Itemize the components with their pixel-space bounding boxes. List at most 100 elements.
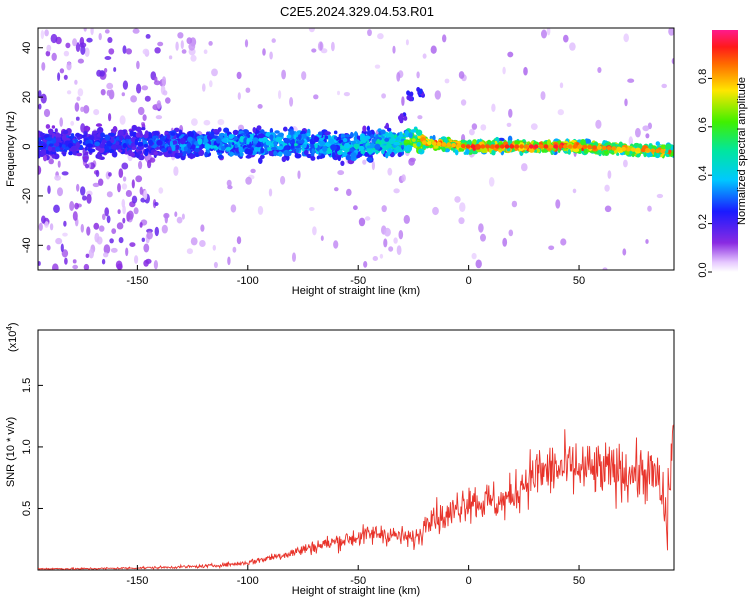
spectrogram-cell xyxy=(490,144,495,149)
spectrogram-cell xyxy=(504,144,510,149)
figure-title: C2E5.2024.329.04.53.R01 xyxy=(280,4,434,19)
spectrogram-cell xyxy=(475,259,482,269)
spectrogram-y-tick-label: -40 xyxy=(21,237,33,253)
spectrogram-cell xyxy=(83,28,87,32)
spectrogram-cell xyxy=(42,144,47,149)
spectrogram-cell xyxy=(139,222,143,228)
spectrogram-cell xyxy=(313,94,319,100)
spectrogram-cell xyxy=(295,148,300,153)
spectrogram-cell xyxy=(38,103,42,110)
spectrogram-cell xyxy=(74,102,80,112)
snr-y-tick-label: 1.5 xyxy=(21,378,33,393)
spectrogram-cell xyxy=(75,132,81,138)
spectrogram-cell xyxy=(618,141,623,148)
spectrogram-cell xyxy=(43,134,50,139)
spectrogram-cell xyxy=(88,135,95,140)
spectrogram-cell xyxy=(157,41,164,47)
spectrogram-cell xyxy=(381,93,386,99)
spectrogram-cell xyxy=(203,119,211,126)
spectrogram-cell xyxy=(611,146,617,151)
spectrogram-cell xyxy=(212,129,220,133)
spectrogram-cell xyxy=(412,138,416,143)
spectrogram-cell xyxy=(103,244,111,255)
spectrogram-cell xyxy=(337,149,343,156)
spectrogram-cell xyxy=(331,152,336,159)
spectrogram-cell xyxy=(401,96,405,106)
spectrogram-cell xyxy=(55,132,61,139)
spectrogram-cell xyxy=(247,144,252,148)
spectrogram-cell xyxy=(252,127,257,133)
spectrogram-cell xyxy=(655,148,661,154)
spectrogram-cell xyxy=(330,144,337,151)
spectrogram-cell xyxy=(75,42,81,52)
spectrogram-cell xyxy=(366,130,373,136)
spectrogram-cell xyxy=(106,191,113,198)
spectrogram-cell xyxy=(273,150,278,157)
spectrogram-cell xyxy=(229,152,235,156)
spectrogram-cell xyxy=(148,139,153,146)
spectrogram-cell xyxy=(130,95,138,103)
spectrogram-cell xyxy=(204,151,209,158)
spectrogram-cell xyxy=(354,131,358,138)
spectrogram-cell xyxy=(189,153,196,159)
spectrogram-cell xyxy=(98,225,105,232)
snr-y-ticks: 0.5 1.0 1.5 xyxy=(21,378,43,516)
spectrogram-cell xyxy=(166,133,171,140)
spectrogram-cell xyxy=(310,144,315,149)
spectrogram-cell xyxy=(131,146,137,150)
spectrogram-cell xyxy=(485,144,490,149)
spectrogram-cell xyxy=(317,131,323,136)
spectrogram-cell xyxy=(283,145,290,152)
spectrogram-cell xyxy=(546,28,551,36)
spectrogram-cell xyxy=(47,185,51,194)
spectrogram-cell xyxy=(418,149,423,153)
spectrogram-cell xyxy=(393,237,398,244)
spectrogram-cell xyxy=(152,135,159,139)
spectrogram-cell xyxy=(393,188,400,194)
spectrogram-x-ticks: -150 -100 -50 0 50 xyxy=(126,265,585,287)
spectrogram-cell xyxy=(314,143,318,149)
spectrogram-cell xyxy=(318,137,324,142)
spectrogram-cell xyxy=(363,261,368,268)
spectrogram-cell xyxy=(125,190,132,197)
spectrogram-y-tick-label: 40 xyxy=(21,42,33,54)
spectrogram-cell xyxy=(645,148,651,153)
spectrogram-cell xyxy=(405,39,409,46)
spectrogram-cell xyxy=(383,238,388,248)
spectrogram-frame xyxy=(37,27,675,271)
spectrogram-cell xyxy=(62,152,66,157)
spectrogram-cell xyxy=(152,144,158,149)
spectrogram-cell xyxy=(48,143,54,147)
spectrogram-cell xyxy=(587,144,592,150)
spectrogram-cell xyxy=(139,186,143,195)
spectrogram-cell xyxy=(284,151,291,157)
spectrogram-cell xyxy=(480,144,486,149)
spectrogram-cell xyxy=(278,132,284,138)
spectrogram-cell xyxy=(507,140,513,144)
spectrogram-cell xyxy=(340,160,345,166)
spectrogram-cell xyxy=(319,41,323,51)
spectrogram-cell xyxy=(316,155,320,160)
spectrogram-cell xyxy=(61,144,66,149)
spectrogram-cell xyxy=(580,139,586,146)
spectrogram-cell xyxy=(408,132,413,139)
snr-y-tick-label: 1.0 xyxy=(21,439,33,454)
spectrogram-cell xyxy=(417,115,423,120)
spectrogram-cell xyxy=(322,146,328,152)
spectrogram-cell xyxy=(390,133,395,140)
spectrogram-cell xyxy=(364,151,370,157)
spectrogram-cell xyxy=(502,237,508,247)
spectrogram-cell xyxy=(106,215,111,224)
colorbar-gradient xyxy=(712,30,738,272)
spectrogram-cell xyxy=(393,141,401,146)
spectrogram-cell xyxy=(179,137,186,145)
spectrogram-cell xyxy=(491,149,496,156)
spectrogram-cell xyxy=(286,134,292,139)
spectrogram-cell xyxy=(252,137,259,144)
snr-x-tick-label: -50 xyxy=(350,575,366,587)
spectrogram-cell xyxy=(203,49,208,54)
spectrogram-cell xyxy=(142,114,147,121)
spectrogram-cell xyxy=(153,130,160,136)
spectrogram-cell xyxy=(39,132,45,137)
spectrogram-cell xyxy=(83,263,90,270)
